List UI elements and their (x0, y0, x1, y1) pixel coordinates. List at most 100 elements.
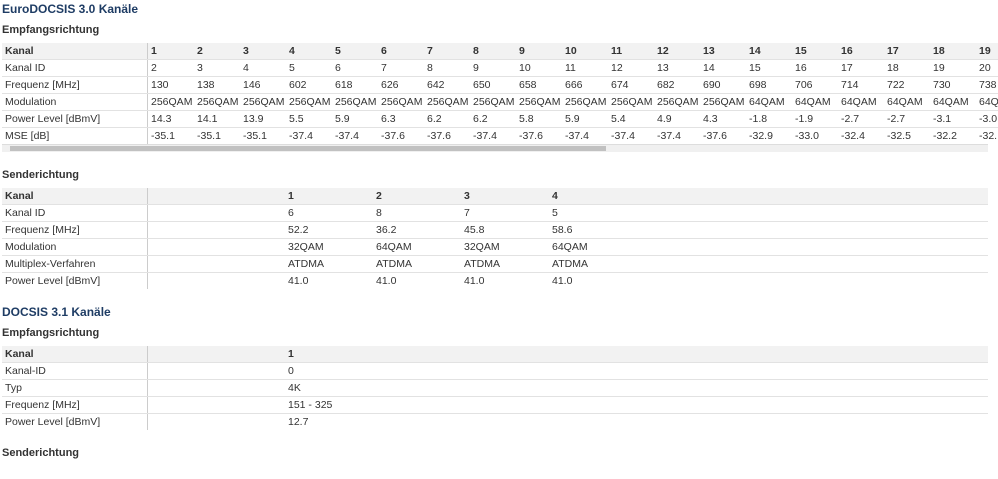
cell: 1 (285, 188, 373, 205)
cell: 256QAM (194, 93, 240, 111)
cell: 64QAM (884, 93, 930, 111)
row-label: Typ (2, 379, 148, 397)
cell: 15 (792, 43, 838, 60)
cell: -35.1 (197, 130, 221, 142)
cell: -2.7 (838, 110, 884, 128)
cell: 41.0 (288, 275, 309, 287)
cell: 7 (424, 43, 470, 60)
cell: 666 (562, 76, 608, 94)
cell: 6 (332, 59, 378, 77)
filler (637, 188, 988, 205)
cell: 2 (147, 59, 194, 77)
row-label: Kanal (2, 188, 148, 205)
cell: 45.8 (461, 221, 549, 239)
cell: 6 (285, 204, 373, 222)
cell: -2.7 (884, 110, 930, 128)
cell: 138 (194, 76, 240, 94)
table-row: MSE [dB] -35.1 -35.1 -35.1 -37.4 -37.4 -37.6 -3… (2, 127, 998, 144)
table-row: Power Level [dBmV] 41.0 41.0 41.0 41.0 (2, 272, 988, 290)
spacer (147, 204, 285, 222)
table-container: Kanal 1 2 3 4 5 6 7 8 9 10 11 12 13 14 15 16 17 18 19 Kanal … (2, 43, 998, 152)
cell: 1 (147, 43, 194, 60)
cell: 64QAM (838, 93, 884, 111)
cell: 4 (240, 59, 286, 77)
filler (373, 346, 988, 363)
cell: ATDMA (373, 255, 461, 273)
cell: 738 (976, 76, 998, 94)
cell: 256QAM (608, 93, 654, 111)
cell: 722 (884, 76, 930, 94)
cell: 19 (930, 59, 976, 77)
cell: 690 (700, 76, 746, 94)
channel-table: Kanal 1 2 3 4 5 6 7 8 9 10 11 12 13 14 15 16 17 18 19 Kanal … (2, 43, 998, 144)
cell: -32.4 (841, 130, 865, 142)
cell: -32.2 (933, 130, 957, 142)
filler (637, 238, 988, 256)
cell: 7 (378, 59, 424, 77)
cell: -37.6 (427, 130, 451, 142)
cell: 16 (792, 59, 838, 77)
filler (373, 396, 988, 414)
cell: 11 (608, 43, 654, 60)
cell: 8 (424, 59, 470, 77)
cell: 64QAM (746, 93, 792, 111)
cell: 256QAM (332, 93, 378, 111)
cell: 256QAM (470, 93, 516, 111)
cell: 16 (838, 43, 884, 60)
cell: -37.4 (289, 130, 313, 142)
filler (373, 362, 988, 380)
table-container: Kanal 1 Kanal-ID 0 Typ 4K Frequenz [MHz] 151 - … (2, 346, 988, 430)
cell: 626 (378, 76, 424, 94)
spacer (147, 221, 285, 239)
cell: 64QAM (373, 238, 461, 256)
spacer (148, 273, 286, 290)
cell: 14.3 (147, 110, 194, 128)
table-row: Frequenz [MHz] 130 138 146 602 618 626 642 650 65… (2, 76, 998, 94)
cell: -37.6 (519, 130, 543, 142)
row-label: Kanal (2, 43, 148, 60)
filler (373, 414, 988, 431)
cell: -37.4 (565, 130, 589, 142)
filler (637, 255, 988, 273)
cell: 6.3 (378, 110, 424, 128)
row-label: Kanal-ID (2, 362, 148, 380)
cell: 682 (654, 76, 700, 94)
table-row: Modulation 256QAM 256QAM 256QAM 256QAM 256QAM… (2, 93, 998, 111)
row-label: Multiplex-Verfahren (2, 255, 148, 273)
filler (637, 221, 988, 239)
cell: 6 (378, 43, 424, 60)
table-row: Modulation 32QAM 64QAM 32QAM 64QAM (2, 238, 988, 256)
spacer (147, 362, 285, 380)
section-title: DOCSIS 3.1 Kanäle (2, 305, 111, 319)
row-label: Power Level [dBmV] (2, 110, 148, 128)
subsection-title: Senderichtung (2, 447, 80, 459)
cell: 3 (461, 188, 549, 205)
cell: -1.9 (792, 110, 838, 128)
row-label: Frequenz [MHz] (2, 396, 148, 414)
table-row: Kanal-ID 0 (2, 362, 988, 380)
row-label: Kanal (2, 346, 148, 363)
cell: -37.6 (703, 130, 727, 142)
cell: 5 (332, 43, 378, 60)
horizontal-scrollbar[interactable] (2, 144, 988, 152)
cell: 5.9 (562, 110, 608, 128)
cell: 642 (424, 76, 470, 94)
table-row: Kanal ID 6 8 7 5 (2, 204, 988, 222)
cell: 151 - 325 (285, 396, 373, 414)
spacer (147, 255, 285, 273)
table-row: Frequenz [MHz] 151 - 325 (2, 396, 988, 414)
cell: 674 (608, 76, 654, 94)
cell: 5.9 (332, 110, 378, 128)
cell: 0 (285, 362, 373, 380)
scrollbar-thumb[interactable] (10, 146, 606, 151)
cell: -32. (979, 130, 998, 142)
cell: 2 (373, 188, 461, 205)
cell: 14 (700, 59, 746, 77)
cell: -37.4 (473, 130, 497, 142)
cell: 730 (930, 76, 976, 94)
cell: 618 (332, 76, 378, 94)
cell: 698 (746, 76, 792, 94)
cell: 130 (147, 76, 194, 94)
cell: ATDMA (461, 255, 549, 273)
cell: 3 (240, 43, 286, 60)
